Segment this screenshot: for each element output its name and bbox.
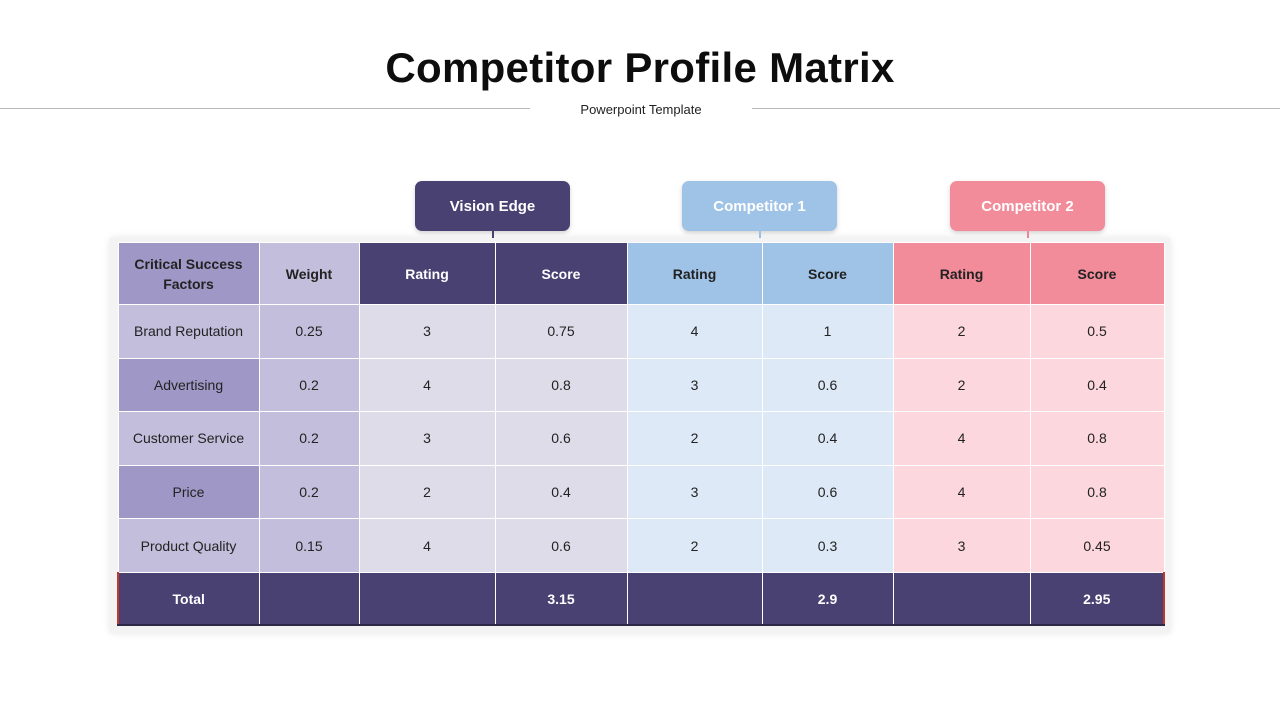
company-tag-vision-edge: Vision Edge: [415, 181, 570, 241]
c1-rating-cell: 3: [626, 464, 763, 520]
table-row: Brand Reputation 0.25 3 0.75 4 1 2 0.5: [117, 304, 1165, 359]
company-tag-label: Vision Edge: [449, 197, 536, 215]
table-row: Product Quality 0.15 4 0.6 2 0.3 3 0.45: [117, 518, 1165, 573]
weight-cell: 0.15: [258, 518, 360, 573]
c1-rating-cell: 2: [626, 518, 763, 573]
company-tag-label: Competitor 1: [713, 197, 806, 215]
table-row: Customer Service 0.2 3 0.6 2 0.4 4 0.8: [117, 411, 1165, 466]
factor-cell: Customer Service: [117, 411, 260, 466]
c1-score-cell: 0.6: [761, 357, 894, 413]
competitor-matrix-table: Critical Success Factors Weight Rating S…: [117, 242, 1165, 627]
factor-cell: Product Quality: [117, 518, 260, 573]
c2-score-cell: 0.4: [1029, 357, 1165, 413]
vision-rating-cell: 4: [358, 357, 496, 413]
c2-score-cell: 0.45: [1029, 518, 1165, 573]
c1-rating-cell: 4: [626, 304, 763, 359]
table-row: Advertising 0.2 4 0.8 3 0.6 2 0.4: [117, 357, 1165, 413]
total-weight-cell: [258, 571, 360, 627]
total-label: Total: [117, 571, 260, 627]
vision-rating-cell: 4: [358, 518, 496, 573]
factor-cell: Price: [117, 464, 260, 520]
vision-score-cell: 0.75: [494, 304, 628, 359]
company-tag-competitor-1: Competitor 1: [682, 181, 837, 241]
column-header-vision-score: Score: [494, 242, 628, 305]
column-header-weight: Weight: [258, 242, 360, 305]
title-divider-left: [0, 108, 530, 109]
total-vision-score: 3.15: [494, 571, 628, 627]
c1-score-cell: 0.6: [761, 464, 894, 520]
c2-score-cell: 0.8: [1029, 411, 1165, 466]
column-header-c2-score: Score: [1029, 242, 1165, 305]
company-tag-competitor-2: Competitor 2: [950, 181, 1105, 241]
c1-rating-cell: 3: [626, 357, 763, 413]
vision-score-cell: 0.8: [494, 357, 628, 413]
weight-cell: 0.2: [258, 411, 360, 466]
c1-score-cell: 1: [761, 304, 894, 359]
column-header-c2-rating: Rating: [892, 242, 1031, 305]
total-c1-score: 2.9: [761, 571, 894, 627]
c2-rating-cell: 4: [892, 411, 1031, 466]
table-header-row: Critical Success Factors Weight Rating S…: [117, 242, 1165, 305]
total-c1-rating-cell: [626, 571, 763, 627]
page-title: Competitor Profile Matrix: [385, 44, 895, 91]
vision-score-cell: 0.6: [494, 518, 628, 573]
vision-rating-cell: 2: [358, 464, 496, 520]
c2-score-cell: 0.8: [1029, 464, 1165, 520]
c2-score-cell: 0.5: [1029, 304, 1165, 359]
c1-rating-cell: 2: [626, 411, 763, 466]
column-header-c1-score: Score: [761, 242, 894, 305]
total-vision-rating-cell: [358, 571, 496, 627]
vision-score-cell: 0.4: [494, 464, 628, 520]
page-subtitle: Powerpoint Template: [580, 102, 702, 117]
c1-score-cell: 0.3: [761, 518, 894, 573]
vision-rating-cell: 3: [358, 304, 496, 359]
weight-cell: 0.25: [258, 304, 360, 359]
tag-connector: [492, 231, 494, 241]
vision-score-cell: 0.6: [494, 411, 628, 466]
c2-rating-cell: 2: [892, 357, 1031, 413]
factor-cell: Advertising: [117, 357, 260, 413]
total-row: Total 3.15 2.9 2.95: [117, 571, 1165, 627]
column-header-c1-rating: Rating: [626, 242, 763, 305]
weight-cell: 0.2: [258, 357, 360, 413]
total-c2-score: 2.95: [1029, 571, 1165, 627]
vision-rating-cell: 3: [358, 411, 496, 466]
tag-connector: [1027, 231, 1029, 241]
c2-rating-cell: 4: [892, 464, 1031, 520]
column-header-factors: Critical Success Factors: [117, 242, 260, 305]
title-divider-right: [752, 108, 1280, 109]
table-row: Price 0.2 2 0.4 3 0.6 4 0.8: [117, 464, 1165, 520]
c2-rating-cell: 3: [892, 518, 1031, 573]
company-tag-label: Competitor 2: [981, 197, 1074, 215]
factor-cell: Brand Reputation: [117, 304, 260, 359]
weight-cell: 0.2: [258, 464, 360, 520]
total-c2-rating-cell: [892, 571, 1031, 627]
column-header-vision-rating: Rating: [358, 242, 496, 305]
c1-score-cell: 0.4: [761, 411, 894, 466]
c2-rating-cell: 2: [892, 304, 1031, 359]
tag-connector: [759, 231, 761, 241]
